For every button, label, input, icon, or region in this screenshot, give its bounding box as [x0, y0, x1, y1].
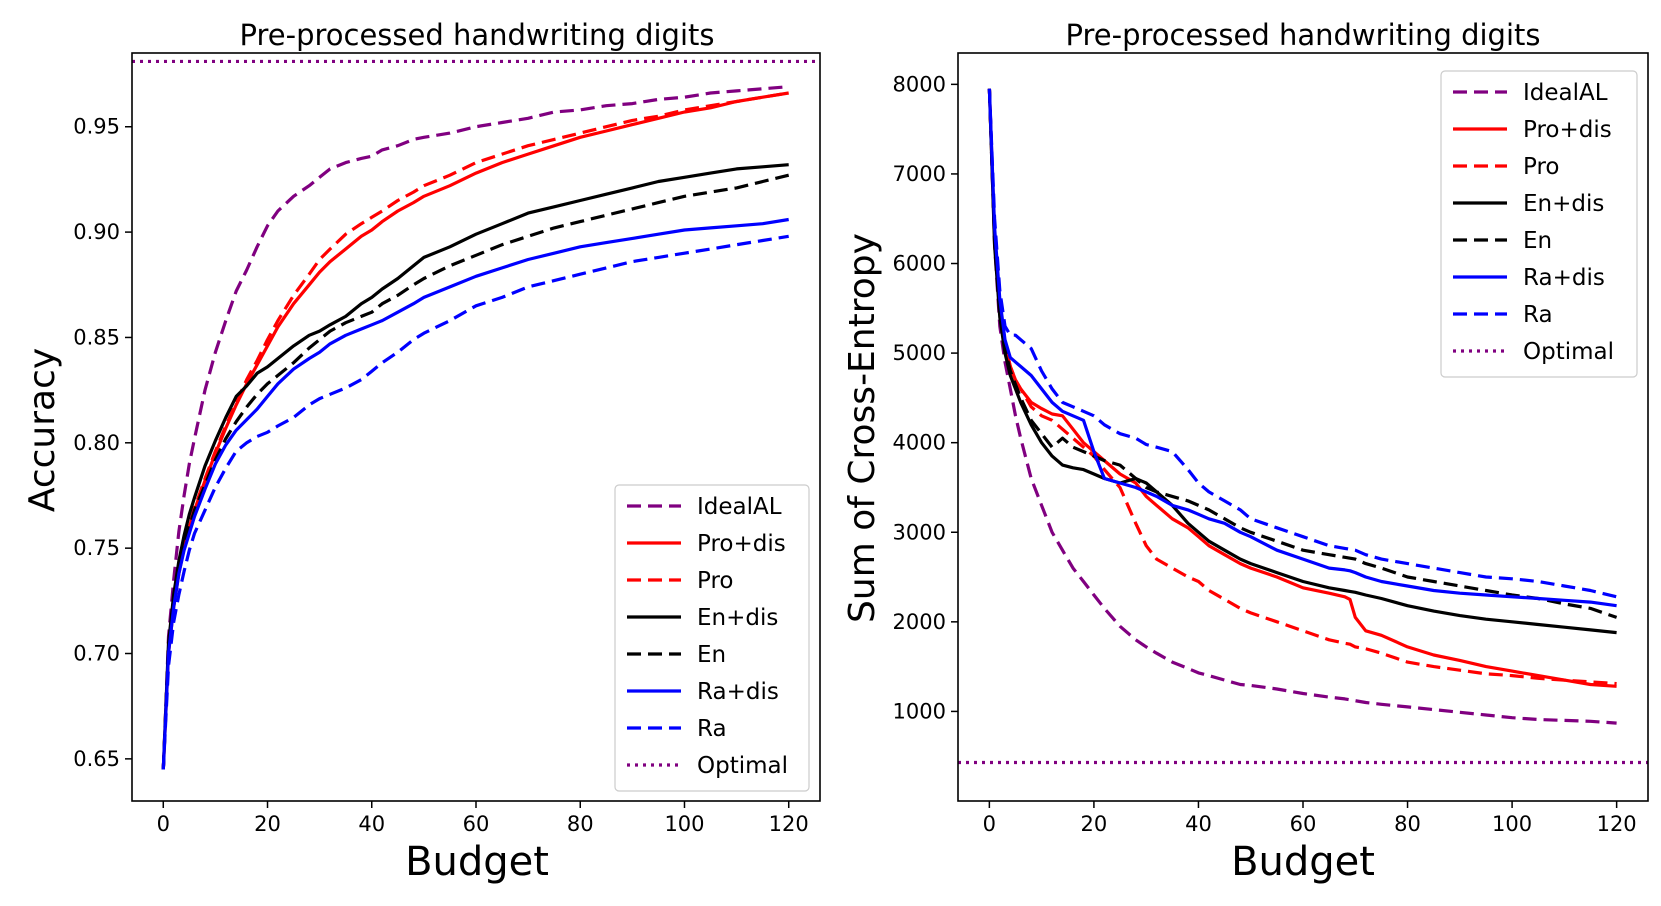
- accuracy-legend-label: En+dis: [697, 605, 778, 631]
- cross-entropy-legend-label: Optimal: [1523, 339, 1614, 365]
- accuracy-series-ra: [161, 234, 789, 770]
- accuracy-ytick-label: 0.95: [73, 115, 120, 139]
- cross-entropy-plot-area: 0 20 40 60 80 100 120 1000 2000 3000 4000 5000 6000 7…: [893, 52, 1649, 836]
- accuracy-xtick-label: 20: [254, 812, 281, 836]
- cross-entropy-legend-label: Ra: [1523, 302, 1553, 328]
- cross-entropy-chart-xlabel: Budget: [1231, 839, 1375, 885]
- cross-entropy-legend: IdealAL Pro+dis Pro En+dis En Ra+dis Ra Optimal: [1440, 70, 1638, 378]
- cross-entropy-chart-title: Pre-processed handwriting digits: [1066, 18, 1541, 52]
- accuracy-legend-label: Ra: [697, 716, 727, 742]
- cross-entropy-ytick-label: 3000: [893, 520, 946, 544]
- accuracy-ytick-label: 0.85: [73, 325, 120, 349]
- cross-entropy-xtick-label: 40: [1185, 812, 1212, 836]
- cross-entropy-chart: Pre-processed handwriting digits Budget …: [842, 18, 1649, 885]
- accuracy-chart-ylabel: Accuracy: [22, 348, 63, 512]
- accuracy-chart-xlabel: Budget: [405, 839, 549, 885]
- accuracy-series-en: [161, 173, 790, 770]
- accuracy-xtick-label: 60: [463, 812, 490, 836]
- cross-entropy-legend-label: Ra+dis: [1523, 265, 1605, 291]
- cross-entropy-series-en-dis: [987, 88, 1617, 635]
- cross-entropy-ytick-label: 7000: [893, 162, 946, 186]
- accuracy-legend: IdealAL Pro+dis Pro En+dis En Ra+dis Ra Optimal: [614, 484, 810, 792]
- cross-entropy-ytick-label: 5000: [893, 341, 946, 365]
- cross-entropy-chart-ylabel: Sum of Cross-Entropy: [842, 233, 883, 623]
- cross-entropy-series-en: [987, 88, 1618, 619]
- accuracy-series-pro: [161, 91, 789, 770]
- cross-entropy-series-ra-dis: [987, 88, 1617, 608]
- accuracy-xtick-label: 0: [157, 812, 170, 836]
- cross-entropy-xtick-label: 0: [983, 812, 996, 836]
- cross-entropy-legend-label: En: [1523, 228, 1552, 254]
- cross-entropy-series-idealal: [987, 88, 1617, 725]
- cross-entropy-legend-label: Pro+dis: [1523, 117, 1612, 143]
- accuracy-xtick-label: 40: [358, 812, 385, 836]
- cross-entropy-axes-frame: [957, 52, 1649, 802]
- accuracy-xtick-label: 100: [664, 812, 704, 836]
- accuracy-xtick-label: 80: [567, 812, 594, 836]
- cross-entropy-xtick-label: 120: [1597, 812, 1637, 836]
- cross-entropy-xtick-label: 60: [1290, 812, 1317, 836]
- cross-entropy-ytick-label: 2000: [893, 610, 946, 634]
- cross-entropy-ytick-label: 8000: [893, 72, 946, 96]
- accuracy-legend-label: En: [697, 642, 726, 668]
- accuracy-legend-label: Pro+dis: [697, 531, 786, 557]
- cross-entropy-series-ra: [987, 88, 1617, 599]
- accuracy-ytick-label: 0.90: [73, 220, 120, 244]
- cross-entropy-xtick-label: 80: [1394, 812, 1421, 836]
- cross-entropy-legend-label: IdealAL: [1523, 80, 1608, 106]
- accuracy-xtick-label: 120: [769, 812, 809, 836]
- accuracy-ytick-label: 0.80: [73, 431, 120, 455]
- cross-entropy-legend-label: En+dis: [1523, 191, 1604, 217]
- accuracy-legend-label: Pro: [697, 568, 734, 594]
- accuracy-chart-title: Pre-processed handwriting digits: [240, 18, 715, 52]
- cross-entropy-ytick-label: 6000: [893, 252, 946, 276]
- accuracy-plot-area: 0 20 40 60 80 100 120 0.65 0.70 0.75 0.80 0.85 0.90 0…: [73, 52, 821, 836]
- accuracy-series-idealal: [161, 85, 789, 770]
- accuracy-legend-label: Ra+dis: [697, 679, 779, 705]
- cross-entropy-ytick-label: 1000: [893, 699, 946, 723]
- accuracy-series-en-dis: [161, 163, 789, 770]
- accuracy-chart: Pre-processed handwriting digits Budget …: [22, 18, 821, 885]
- accuracy-ytick-label: 0.75: [73, 536, 120, 560]
- cross-entropy-xtick-label: 20: [1081, 812, 1108, 836]
- accuracy-axes-frame: [131, 52, 821, 802]
- cross-entropy-ytick-label: 4000: [893, 431, 946, 455]
- cross-entropy-legend-label: Pro: [1523, 154, 1560, 180]
- accuracy-ytick-label: 0.70: [73, 642, 120, 666]
- accuracy-series-ra-dis: [161, 217, 789, 770]
- accuracy-ytick-label: 0.65: [73, 747, 120, 771]
- accuracy-legend-label: IdealAL: [697, 494, 782, 520]
- cross-entropy-series-pro-dis: [987, 88, 1617, 688]
- cross-entropy-xtick-label: 100: [1492, 812, 1532, 836]
- accuracy-legend-label: Optimal: [697, 753, 788, 779]
- cross-entropy-series-pro: [987, 88, 1617, 686]
